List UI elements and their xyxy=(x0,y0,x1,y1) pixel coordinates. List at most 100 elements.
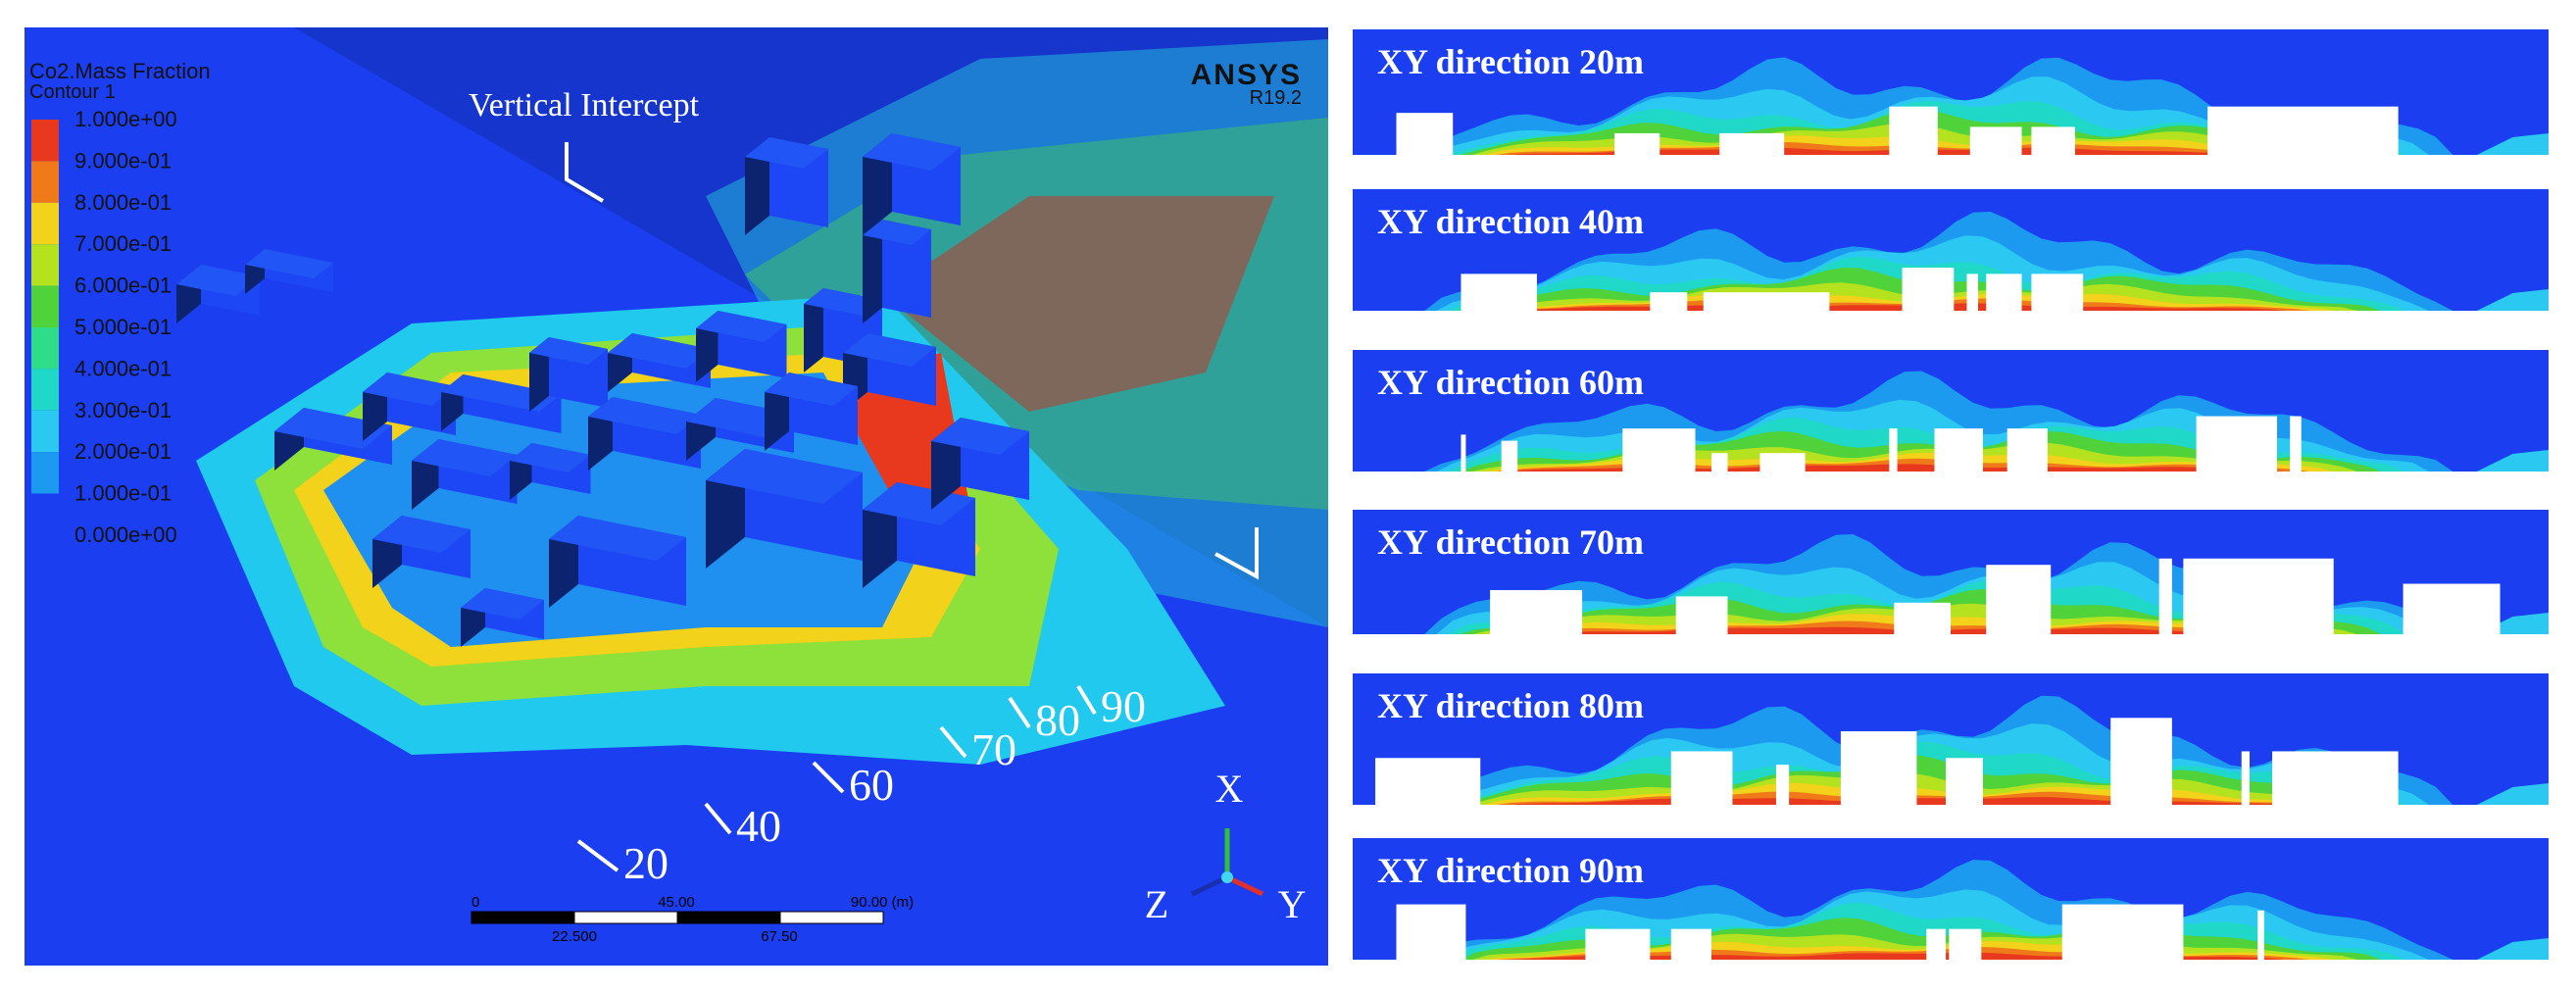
scale-label: 45.00 xyxy=(658,894,695,911)
section-marker xyxy=(1008,696,1031,729)
legend-title: Co2.Mass Fraction xyxy=(29,59,211,83)
legend-swatch xyxy=(31,285,59,327)
building-section xyxy=(1969,126,2022,155)
section-marker xyxy=(812,761,845,794)
building-roof xyxy=(863,220,931,245)
building-section xyxy=(2257,910,2264,960)
legend-swatch xyxy=(31,410,59,453)
ground-line xyxy=(1353,311,2549,321)
axis-label: Y xyxy=(1278,882,1307,926)
building-section xyxy=(1622,428,1696,472)
building-section xyxy=(1934,428,1983,472)
building-section xyxy=(2241,751,2250,805)
section-marker xyxy=(576,839,619,872)
building-roof xyxy=(549,516,686,561)
strip-title: XY direction 80m xyxy=(1377,686,1644,725)
building-section xyxy=(1946,758,1983,805)
legend-swatch xyxy=(31,327,59,370)
building-section xyxy=(1711,453,1728,472)
legend-swatch xyxy=(31,120,59,162)
building-front xyxy=(882,220,931,318)
building-roof xyxy=(245,249,333,278)
building-section xyxy=(1670,928,1711,960)
section-label: 60 xyxy=(849,760,894,810)
building-section xyxy=(1501,440,1518,472)
legend-label: 6.000e-01 xyxy=(74,273,172,298)
section-label: 40 xyxy=(736,801,781,851)
building-section xyxy=(1375,758,1481,805)
building-roof xyxy=(372,516,471,553)
building-section xyxy=(1461,273,1537,311)
building-section xyxy=(1675,596,1728,634)
building-section xyxy=(1703,292,1830,311)
building-roof xyxy=(696,311,787,342)
strip-title: XY direction 90m xyxy=(1377,851,1644,890)
building-section xyxy=(1949,928,1982,960)
building-roof xyxy=(412,439,518,476)
building-section xyxy=(2183,558,2334,634)
scale-segment xyxy=(779,911,884,924)
ground-line xyxy=(1353,472,2549,481)
section-label: 90 xyxy=(1101,681,1146,731)
building-section xyxy=(1889,428,1898,472)
building-section xyxy=(2158,558,2172,634)
legend-label: 9.000e-01 xyxy=(74,148,172,173)
ground-line xyxy=(1353,805,2549,815)
concentration-band xyxy=(2476,450,2549,472)
scale-label: 90.00 (m) xyxy=(851,894,914,911)
ground-line xyxy=(1353,155,2549,165)
legend-swatch xyxy=(31,493,59,535)
building-section xyxy=(1719,132,1785,155)
building-roof xyxy=(745,137,828,169)
building-section xyxy=(2403,583,2501,634)
building-section xyxy=(2272,751,2399,805)
intercept-marker xyxy=(1214,527,1259,580)
building-section xyxy=(1396,904,1466,960)
building-roof xyxy=(461,588,544,620)
building-roof xyxy=(706,449,863,504)
concentration-band xyxy=(2476,133,2549,155)
strip-title: XY direction 70m xyxy=(1377,522,1644,562)
legend-label: 8.000e-01 xyxy=(74,190,172,215)
building-side xyxy=(863,220,882,323)
building-section xyxy=(2006,428,2048,472)
concentration-band xyxy=(2476,289,2549,311)
building-section xyxy=(1894,602,1951,634)
concentration-band xyxy=(1508,303,2286,311)
legend-label: 5.000e-01 xyxy=(74,315,172,339)
building-roof xyxy=(765,372,858,406)
building-section xyxy=(1614,132,1660,155)
ground-line xyxy=(1353,960,2549,969)
legend-label: 1.000e+00 xyxy=(74,107,177,131)
logo: ANSYS xyxy=(1191,59,1302,91)
axis-origin xyxy=(1221,871,1233,883)
building-section xyxy=(2031,273,2084,311)
building-section xyxy=(1775,765,1790,805)
strip-title: XY direction 40m xyxy=(1377,202,1644,241)
building-section xyxy=(2207,106,2399,155)
scale-segment xyxy=(676,911,781,924)
section-label: 20 xyxy=(623,838,669,888)
scale-segment xyxy=(471,911,575,924)
legend-label: 1.000e-01 xyxy=(74,481,172,506)
building-side xyxy=(745,137,769,235)
building-roof xyxy=(176,265,260,296)
legend-label: 0.000e+00 xyxy=(74,522,177,547)
section-label: 80 xyxy=(1035,695,1080,745)
building-section xyxy=(1966,273,1979,311)
building-section xyxy=(1986,273,2022,311)
scale-segment xyxy=(573,911,678,924)
building-section xyxy=(1902,268,1955,311)
building-section xyxy=(1986,565,2052,634)
building-section xyxy=(2061,904,2184,960)
building-section xyxy=(1650,292,1688,311)
axis-label: Z xyxy=(1145,882,1168,926)
building-section xyxy=(1396,113,1454,155)
building-roof xyxy=(363,372,456,406)
axis-z xyxy=(1190,874,1229,897)
section-label: 70 xyxy=(971,724,1016,774)
building-section xyxy=(1840,730,1917,805)
building-section xyxy=(1759,453,1806,472)
building-section xyxy=(1490,589,1583,634)
